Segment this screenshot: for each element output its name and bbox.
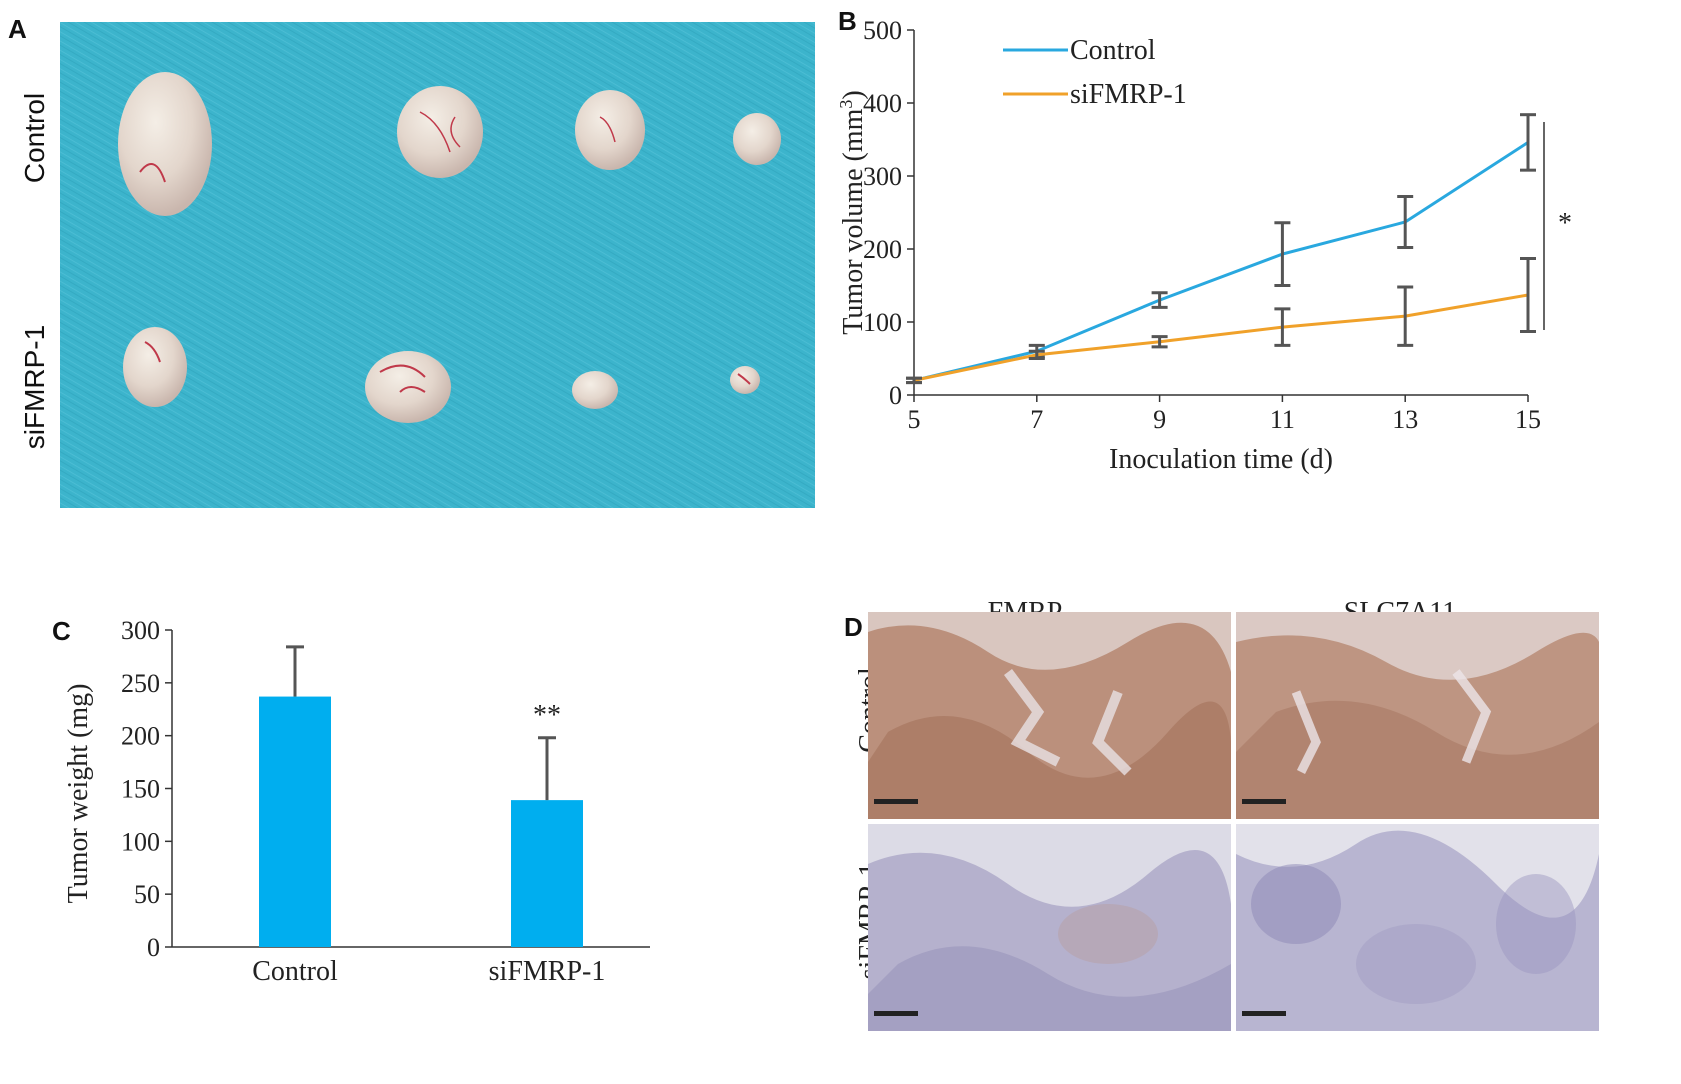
y-axis-label: Tumor volume (mm3)	[838, 90, 869, 334]
panel-a-row-label-control: Control	[19, 92, 50, 184]
significance-marker: *	[1558, 208, 1572, 239]
tumor-sifmrp-1	[123, 327, 187, 407]
ihc-control-slc7a11	[1236, 612, 1599, 819]
x-tick-label: 15	[1515, 405, 1541, 434]
y-tick-label: 250	[121, 669, 160, 698]
y-tick-label: 200	[121, 722, 160, 751]
panel-c-bar-chart: 0 50 100 150 200 250 300 Tumor weight (mg) Contr…	[63, 620, 650, 987]
y-tick-label: 100	[121, 827, 160, 856]
ihc-control-slc7a11-graphic	[1236, 612, 1599, 819]
x-tick-label: 9	[1153, 405, 1166, 434]
significance-marker: **	[533, 700, 561, 731]
tumor-sifmrp-4	[730, 366, 760, 394]
tumor-photo-graphic	[60, 22, 815, 508]
ihc-sifmrp-fmrp-graphic	[868, 824, 1231, 1031]
ihc-sifmrp-slc7a11-graphic	[1236, 824, 1599, 1031]
y-tick-label: 0	[889, 381, 902, 410]
ihc-sifmrp-fmrp	[868, 824, 1231, 1031]
y-tick-label: 400	[863, 89, 902, 118]
panel-a-row-label-sifmrp: siFMRP-1	[19, 324, 50, 450]
tumor-control-3	[575, 90, 645, 170]
y-axis-label: Tumor weight (mg)	[63, 684, 94, 904]
ihc-sifmrp-slc7a11	[1236, 824, 1599, 1031]
tumor-sifmrp-3	[572, 371, 618, 409]
x-tick-label: 11	[1270, 405, 1295, 434]
bar-control	[259, 696, 331, 947]
y-tick-label: 200	[863, 235, 902, 264]
tumor-control-2	[397, 86, 483, 178]
tumor-control-4	[733, 113, 781, 165]
y-tick-label: 300	[863, 162, 902, 191]
y-axis-label-text: Tumor volume (mm	[838, 108, 869, 334]
series-line-sifmrp	[913, 293, 1529, 382]
panel-d-letter: D	[844, 612, 863, 642]
y-tick-label: 0	[147, 933, 160, 962]
x-category-label: siFMRP-1	[489, 956, 606, 987]
tumor-sifmrp-2	[365, 351, 451, 423]
y-axis-label-close: )	[838, 90, 869, 99]
legend-label-control: Control	[1070, 35, 1156, 66]
x-tick-label: 5	[908, 405, 921, 434]
y-tick-label: 50	[134, 880, 160, 909]
y-tick-label: 150	[121, 775, 160, 804]
panel-c-letter: C	[52, 616, 71, 646]
series-line-control	[913, 141, 1529, 382]
ihc-control-fmrp-graphic	[868, 612, 1231, 819]
panel-a-letter: A	[8, 14, 27, 44]
tumor-control-1	[118, 72, 212, 216]
x-tick-label: 13	[1392, 405, 1418, 434]
bar-sifmrp	[511, 800, 583, 947]
x-category-label: Control	[252, 956, 338, 987]
y-axis-label-superscript: 3	[838, 100, 856, 109]
ihc-control-fmrp	[868, 612, 1231, 819]
y-tick-label: 100	[863, 308, 902, 337]
tumor-photo	[60, 22, 815, 508]
y-tick-label: 500	[863, 16, 902, 45]
panel-b-letter: B	[838, 6, 857, 36]
x-tick-label: 7	[1030, 405, 1043, 434]
legend-label-sifmrp: siFMRP-1	[1070, 79, 1187, 110]
y-tick-label: 300	[121, 620, 160, 645]
x-axis-label: Inoculation time (d)	[1109, 444, 1333, 475]
panel-b-line-chart: 0 100 200 300 400 500 5 7 9 11 13 15 Inoculation tim…	[838, 16, 1572, 475]
